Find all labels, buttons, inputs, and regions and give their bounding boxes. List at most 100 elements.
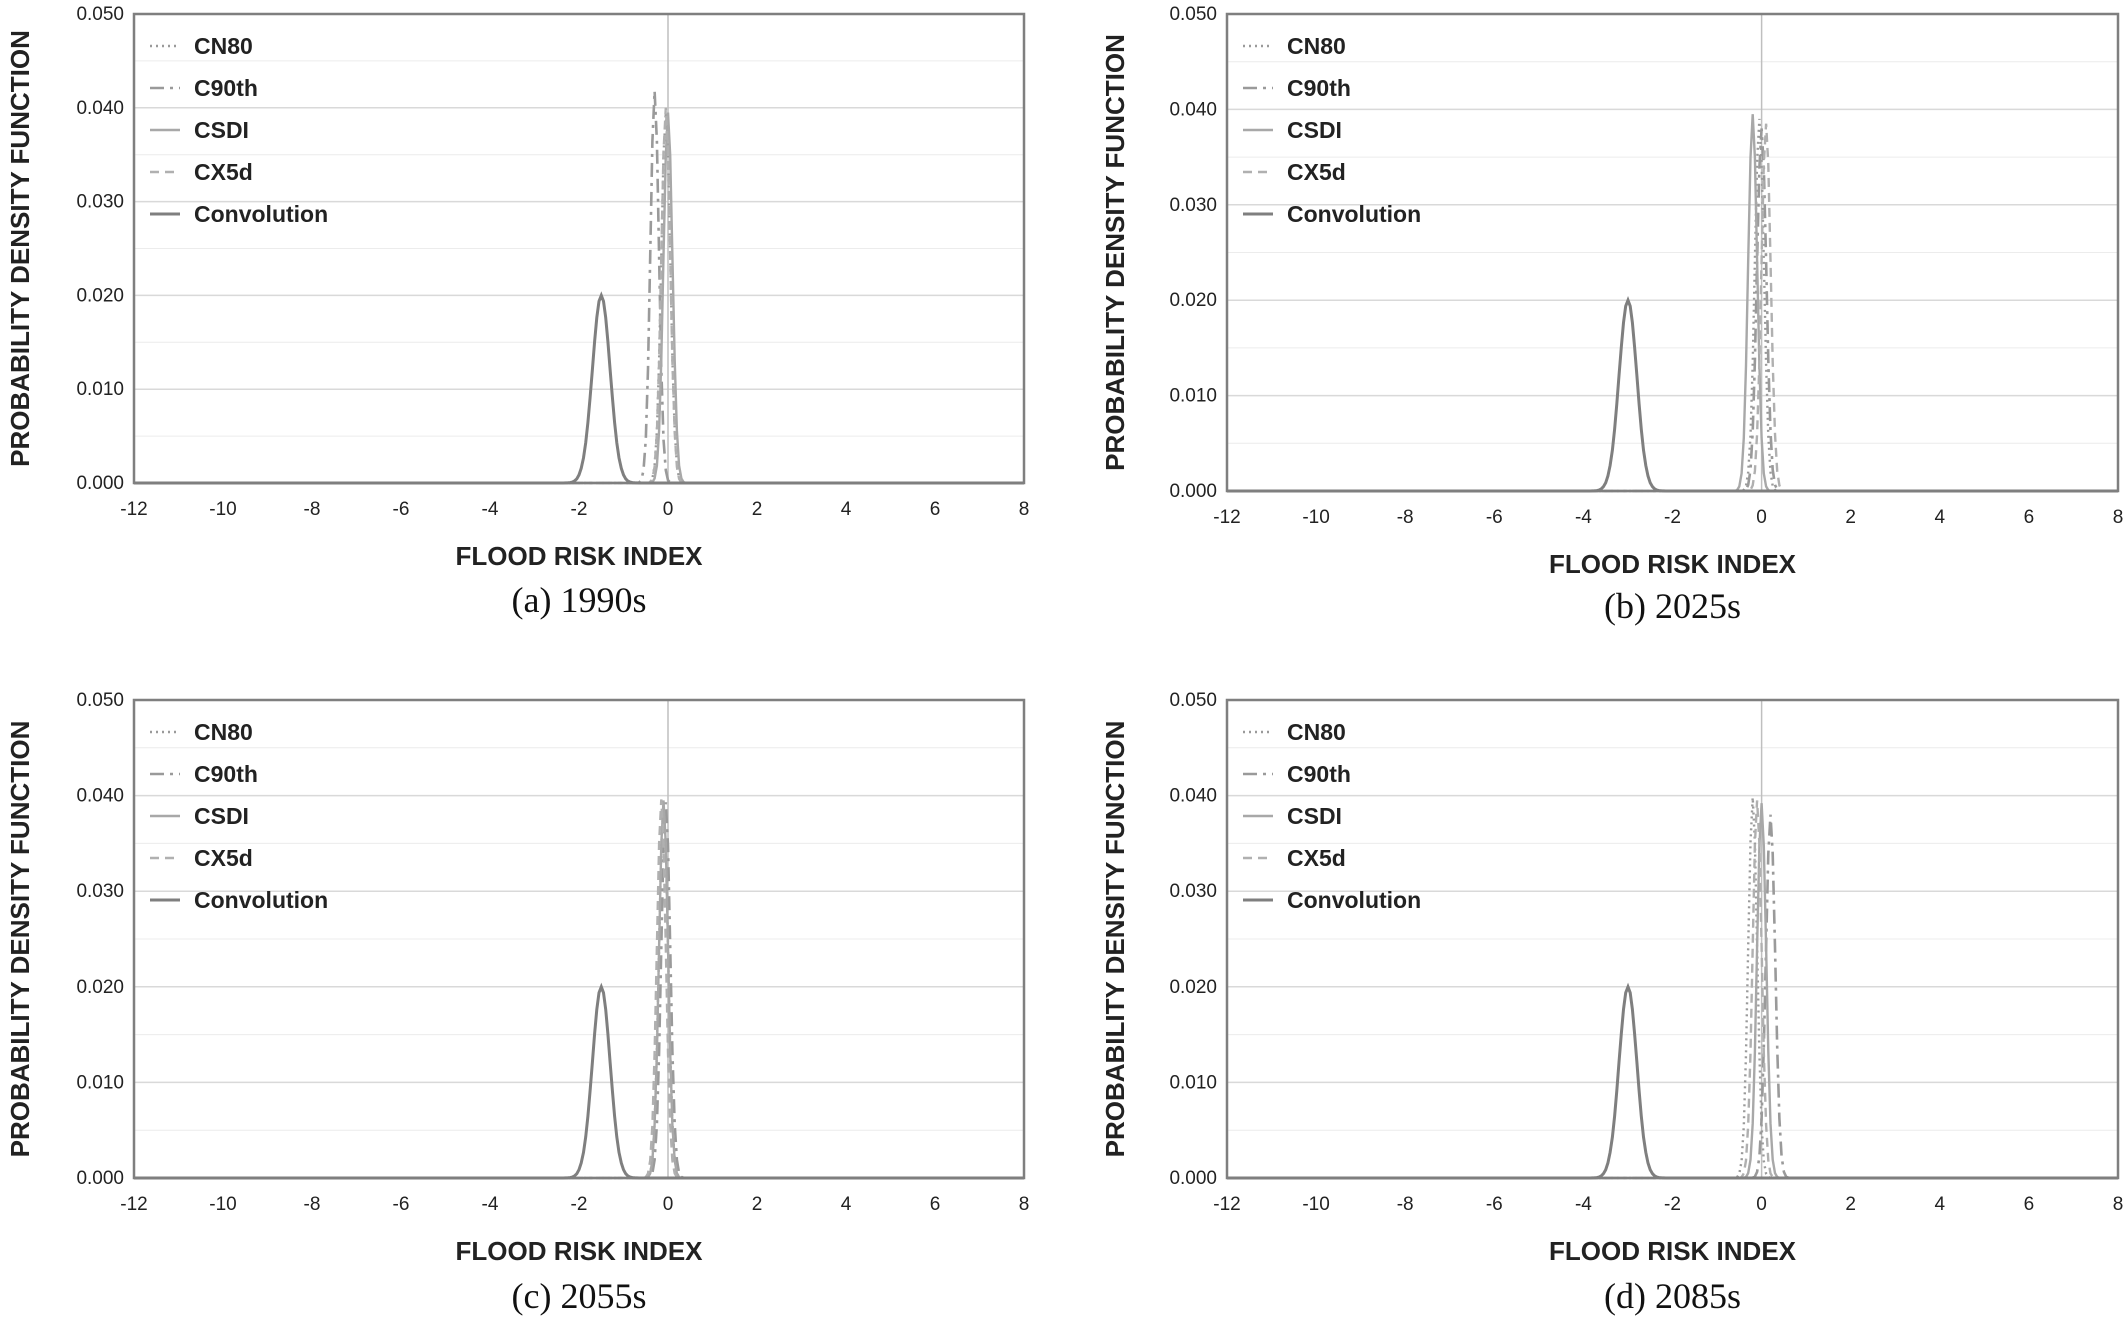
chart-panel-1: 0.000 0.010 0.020 0.030 0.040 0.050 -12 -10 -8 -6… <box>5 4 1029 620</box>
x-tick-label: -4 <box>1575 1194 1592 1215</box>
chart-panel-2: 0.000 0.010 0.020 0.030 0.040 0.050 -12 -10 -8 -6… <box>1100 4 2123 626</box>
x-tick-label: 4 <box>841 499 852 520</box>
plot-frame <box>1225 12 2120 493</box>
chart-panel-4: 0.000 0.010 0.020 0.030 0.040 0.050 -12 -10 -8 -6… <box>1100 690 2123 1316</box>
y-tick-label: 0.010 <box>1169 1072 1217 1093</box>
legend-label-cx5d: CX5d <box>194 159 253 185</box>
legend: CN80 C90th CSDI CX5d Convolution <box>150 719 328 913</box>
legend-label-c90th: C90th <box>1287 761 1351 787</box>
x-tick-label: 8 <box>2113 507 2124 528</box>
x-tick-label: -6 <box>1486 507 1503 528</box>
x-tick-label: 2 <box>1845 507 1856 528</box>
y-tick-label: 0.040 <box>76 98 124 119</box>
x-tick-label: 6 <box>930 1194 941 1215</box>
x-tick-label: -12 <box>120 1194 147 1215</box>
y-axis-title: PROBABILITY DENSITY FUNCTION <box>5 721 35 1158</box>
y-tick-label: 0.020 <box>1169 977 1217 998</box>
x-tick-label: 2 <box>752 499 763 520</box>
series-line-cx5d <box>134 799 1024 1180</box>
y-tick-label: 0.020 <box>76 285 124 306</box>
x-tick-label: 8 <box>1019 499 1030 520</box>
x-tick-label: 0 <box>663 1194 674 1215</box>
y-tick-label: 0.030 <box>76 881 124 902</box>
x-tick-label: 8 <box>2113 1194 2124 1215</box>
x-tick-label: -2 <box>1664 507 1681 528</box>
x-tick-label: 0 <box>663 499 674 520</box>
series-line-csdi <box>134 112 1024 485</box>
x-tick-label: 0 <box>1756 1194 1767 1215</box>
x-axis-title: FLOOD RISK INDEX <box>1549 549 1797 579</box>
y-tick-label: 0.030 <box>1169 195 1217 216</box>
x-tick-label: -8 <box>1397 507 1414 528</box>
x-tick-label: -8 <box>304 1194 321 1215</box>
series-line-cn80 <box>134 112 1024 485</box>
x-tick-label: -6 <box>1486 1194 1503 1215</box>
panel-caption: (b) 2025s <box>1604 586 1741 626</box>
x-tick-label: -12 <box>1213 1194 1240 1215</box>
y-axis-title: PROBABILITY DENSITY FUNCTION <box>1100 721 1130 1158</box>
legend-label-csdi: CSDI <box>1287 117 1342 143</box>
x-tick-label: 4 <box>841 1194 852 1215</box>
y-tick-label: 0.000 <box>76 473 124 494</box>
x-tick-label: 8 <box>1019 1194 1030 1215</box>
legend-label-cx5d: CX5d <box>1287 159 1346 185</box>
x-tick-label: -10 <box>1302 507 1329 528</box>
panel-caption: (a) 1990s <box>512 580 647 620</box>
y-tick-label: 0.050 <box>76 690 124 711</box>
x-tick-label: -2 <box>571 499 588 520</box>
x-tick-label: -12 <box>120 499 147 520</box>
y-tick-label: 0.030 <box>1169 881 1217 902</box>
legend: CN80 C90th CSDI CX5d Convolution <box>1243 719 1421 913</box>
legend-label-convolution: Convolution <box>194 201 328 227</box>
x-tick-label: 2 <box>752 1194 763 1215</box>
y-tick-label: 0.000 <box>1169 1168 1217 1189</box>
series-line-cx5d <box>1227 123 2118 493</box>
x-tick-label: 4 <box>1935 1194 1946 1215</box>
panel-caption: (d) 2085s <box>1604 1276 1741 1316</box>
legend-label-csdi: CSDI <box>194 117 249 143</box>
series-line-c90th <box>134 802 1024 1180</box>
y-tick-label: 0.040 <box>1169 786 1217 807</box>
legend-label-cn80: CN80 <box>1287 719 1346 745</box>
legend-label-convolution: Convolution <box>194 887 328 913</box>
legend-label-cn80: CN80 <box>194 719 253 745</box>
legend: CN80 C90th CSDI CX5d Convolution <box>1243 33 1421 227</box>
legend-label-convolution: Convolution <box>1287 201 1421 227</box>
legend-label-cx5d: CX5d <box>1287 845 1346 871</box>
series-line-cx5d <box>1227 800 2118 1180</box>
legend-label-cn80: CN80 <box>1287 33 1346 59</box>
x-tick-label: -8 <box>304 499 321 520</box>
legend-label-cn80: CN80 <box>194 33 253 59</box>
legend: CN80 C90th CSDI CX5d Convolution <box>150 33 328 227</box>
series-line-cn80 <box>1227 118 2118 493</box>
y-tick-label: 0.030 <box>76 192 124 213</box>
plot-frame <box>1225 698 2120 1180</box>
y-tick-label: 0.010 <box>76 379 124 400</box>
x-tick-label: 2 <box>1845 1194 1856 1215</box>
x-tick-label: -12 <box>1213 507 1240 528</box>
x-tick-label: -10 <box>209 499 236 520</box>
series-line-c90th <box>134 90 1024 485</box>
x-tick-label: -4 <box>1575 507 1592 528</box>
legend-label-c90th: C90th <box>194 761 258 787</box>
legend-label-cx5d: CX5d <box>194 845 253 871</box>
series-line-c90th <box>1227 814 2118 1180</box>
series-line-csdi <box>1227 114 2118 493</box>
x-tick-label: -6 <box>393 1194 410 1215</box>
legend-label-convolution: Convolution <box>1287 887 1421 913</box>
plot-frame <box>132 698 1026 1180</box>
x-tick-label: -4 <box>482 499 499 520</box>
legend-label-csdi: CSDI <box>194 803 249 829</box>
x-tick-label: -10 <box>209 1194 236 1215</box>
x-tick-label: -10 <box>1302 1194 1329 1215</box>
series-line-c90th <box>1227 128 2118 493</box>
y-tick-label: 0.000 <box>76 1168 124 1189</box>
x-tick-label: -6 <box>393 499 410 520</box>
x-tick-label: -2 <box>1664 1194 1681 1215</box>
y-tick-label: 0.050 <box>1169 4 1217 25</box>
series-line-csdi <box>134 800 1024 1180</box>
y-axis-title: PROBABILITY DENSITY FUNCTION <box>1100 34 1130 471</box>
legend-label-c90th: C90th <box>1287 75 1351 101</box>
